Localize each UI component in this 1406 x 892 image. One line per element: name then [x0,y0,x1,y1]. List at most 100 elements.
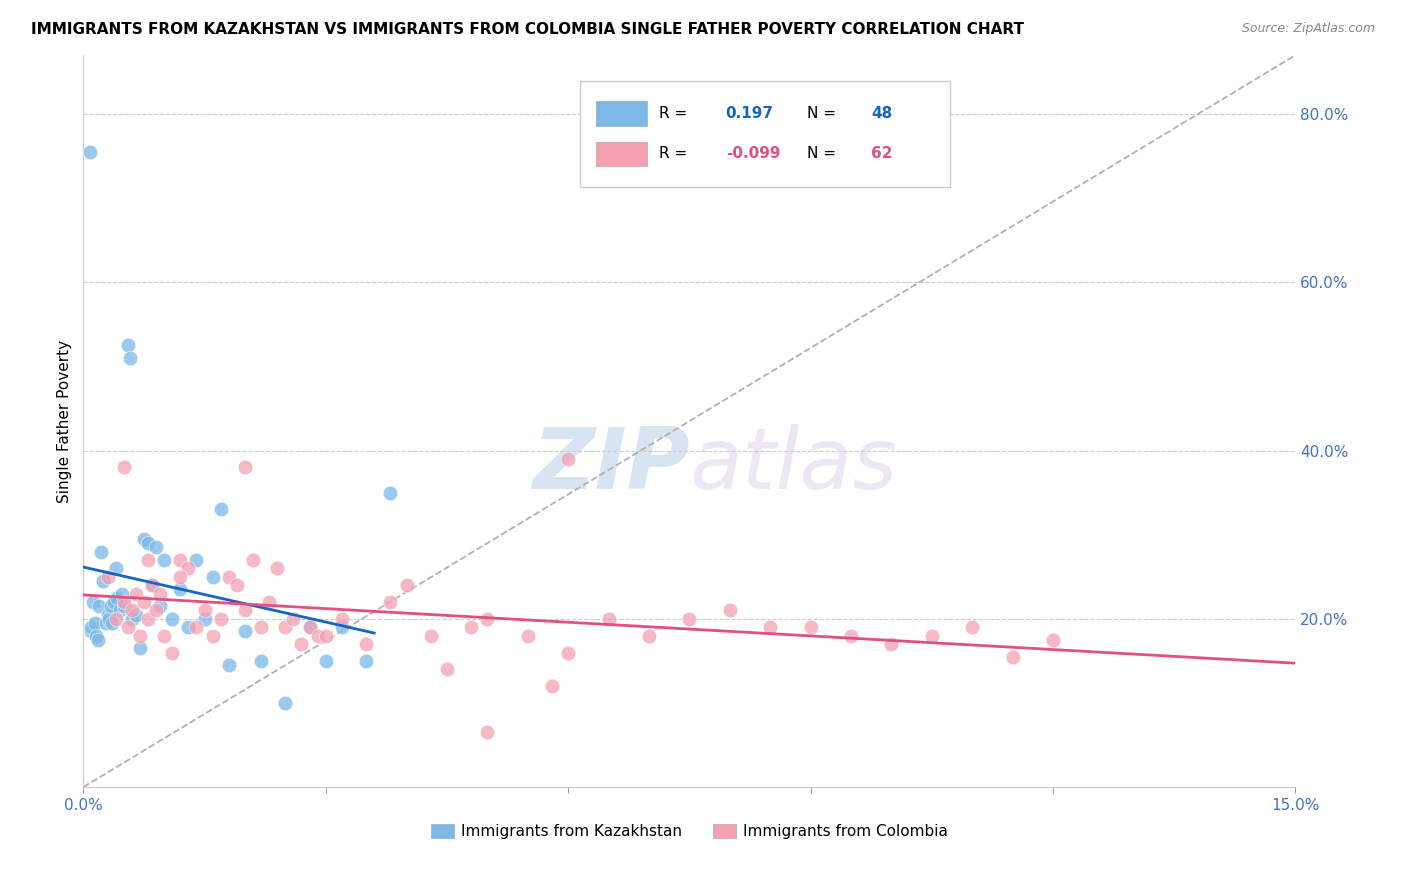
Point [380,485,402,500]
Point [380,595,402,609]
Point [94,616,117,631]
Point [177,561,200,575]
Point [136,612,159,626]
Point [82,595,104,609]
Text: N =: N = [807,106,837,121]
Point [132,595,155,609]
Point [274,696,297,710]
Point [105,591,128,605]
Point [177,620,200,634]
Point [298,620,321,634]
Text: 48: 48 [872,106,893,121]
Point [79,145,101,159]
Point [100,599,122,614]
FancyBboxPatch shape [596,102,647,126]
Point [112,595,135,609]
Point [136,553,159,567]
Point [96,570,118,584]
Point [354,654,377,668]
Point [557,452,579,467]
Point [83,616,105,631]
Point [125,586,148,600]
Point [880,637,903,651]
Point [225,578,247,592]
Point [233,460,256,475]
Point [419,629,441,643]
Point [718,603,741,617]
Point [298,620,321,634]
Text: Source: ZipAtlas.com: Source: ZipAtlas.com [1241,22,1375,36]
Point [921,629,943,643]
FancyBboxPatch shape [581,81,950,187]
Text: R =: R = [659,146,688,161]
Point [201,629,224,643]
Point [638,629,661,643]
Point [315,629,337,643]
Point [839,629,862,643]
Point [141,578,163,592]
Point [678,612,700,626]
Point [128,629,150,643]
Point [354,637,377,651]
Point [104,561,127,575]
Point [153,629,176,643]
Point [960,620,983,634]
Point [266,561,288,575]
Text: R =: R = [659,106,688,121]
Point [598,612,620,626]
Point [315,654,337,668]
Point [93,574,115,588]
Point [307,629,329,643]
Point [112,599,135,614]
Point [290,637,312,651]
Point [125,607,148,622]
Legend: Immigrants from Kazakhstan, Immigrants from Colombia: Immigrants from Kazakhstan, Immigrants f… [425,818,955,846]
Point [84,629,107,643]
Point [436,662,458,676]
Point [149,599,172,614]
Point [186,620,208,634]
Point [141,578,163,592]
Point [96,607,118,622]
Point [274,620,297,634]
Point [1042,632,1064,647]
Point [477,725,499,739]
Point [395,578,418,592]
Point [233,603,256,617]
Point [557,646,579,660]
Point [136,536,159,550]
Point [80,624,103,639]
Point [160,646,183,660]
Point [218,570,240,584]
Text: IMMIGRANTS FROM KAZAKHSTAN VS IMMIGRANTS FROM COLOMBIA SINGLE FATHER POVERTY COR: IMMIGRANTS FROM KAZAKHSTAN VS IMMIGRANTS… [31,22,1024,37]
Point [120,351,142,365]
Point [201,570,224,584]
Point [193,612,215,626]
Text: ZIP: ZIP [531,424,689,507]
Point [330,620,353,634]
Point [242,553,264,567]
Point [218,658,240,673]
Point [101,616,124,631]
Point [117,620,139,634]
Point [132,532,155,546]
Point [128,641,150,656]
Point [193,603,215,617]
Point [1001,649,1024,664]
FancyBboxPatch shape [596,142,647,167]
Point [800,620,823,634]
Text: atlas: atlas [689,424,897,507]
Point [87,632,110,647]
Point [103,595,125,609]
Point [89,599,111,614]
Point [80,620,103,634]
Text: N =: N = [807,146,837,161]
Point [209,502,232,516]
Point [112,460,135,475]
Point [477,612,499,626]
Point [250,654,273,668]
Point [169,570,191,584]
Point [250,620,273,634]
Y-axis label: Single Father Poverty: Single Father Poverty [58,340,72,503]
Point [283,612,305,626]
